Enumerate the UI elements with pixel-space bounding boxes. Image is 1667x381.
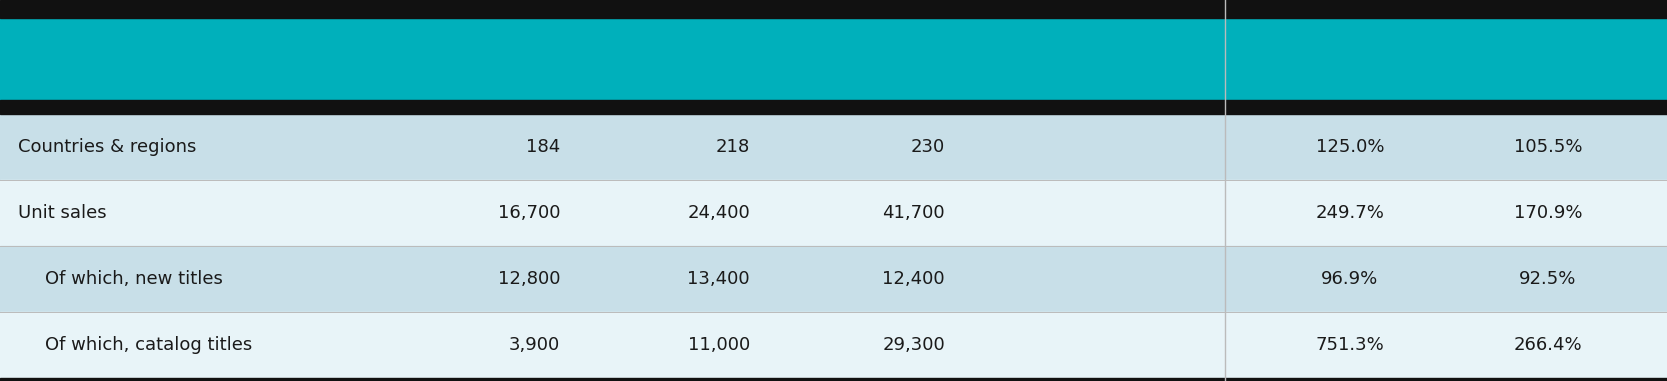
Text: Compared to
2013/3: Compared to 2013/3 — [1285, 40, 1415, 78]
Text: Of which, catalog titles: Of which, catalog titles — [45, 336, 252, 354]
Text: 751.3%: 751.3% — [1315, 336, 1384, 354]
Text: 2013/3: 2013/3 — [475, 50, 545, 68]
Text: Of which, new titles: Of which, new titles — [45, 270, 223, 288]
Text: 29,300: 29,300 — [882, 336, 945, 354]
Bar — [0, 246, 1225, 312]
Bar — [1225, 180, 1667, 246]
Bar — [0, 180, 1225, 246]
Text: 41,700: 41,700 — [882, 204, 945, 222]
Text: 2023/3: 2023/3 — [860, 50, 930, 68]
Text: 12,800: 12,800 — [497, 270, 560, 288]
Bar — [1225, 100, 1667, 114]
Bar — [1225, 312, 1667, 378]
Text: Compared to
2018/3: Compared to 2018/3 — [1484, 40, 1614, 78]
Bar — [0, 18, 1225, 100]
Text: 170.9%: 170.9% — [1514, 204, 1582, 222]
Text: 2018/3: 2018/3 — [665, 50, 735, 68]
Text: 125.0%: 125.0% — [1315, 138, 1384, 156]
Bar — [1225, 18, 1667, 100]
Bar — [0, 114, 1225, 180]
Text: 218: 218 — [715, 138, 750, 156]
Bar — [0, 0, 1667, 18]
Text: 12,400: 12,400 — [882, 270, 945, 288]
Text: 184: 184 — [525, 138, 560, 156]
Text: 266.4%: 266.4% — [1514, 336, 1582, 354]
Bar — [1225, 246, 1667, 312]
Text: Unit sales: Unit sales — [18, 204, 107, 222]
Text: 92.5%: 92.5% — [1519, 270, 1577, 288]
Text: 24,400: 24,400 — [687, 204, 750, 222]
Text: 249.7%: 249.7% — [1315, 204, 1384, 222]
Text: 11,000: 11,000 — [688, 336, 750, 354]
Text: 3,900: 3,900 — [508, 336, 560, 354]
Bar — [0, 100, 1225, 114]
Text: 105.5%: 105.5% — [1514, 138, 1582, 156]
Text: Countries & regions: Countries & regions — [18, 138, 197, 156]
Text: 96.9%: 96.9% — [1322, 270, 1379, 288]
Bar — [0, 312, 1225, 378]
Bar — [0, 378, 1667, 381]
Text: 16,700: 16,700 — [497, 204, 560, 222]
Bar — [1225, 114, 1667, 180]
Text: 230: 230 — [910, 138, 945, 156]
Text: 13,400: 13,400 — [687, 270, 750, 288]
